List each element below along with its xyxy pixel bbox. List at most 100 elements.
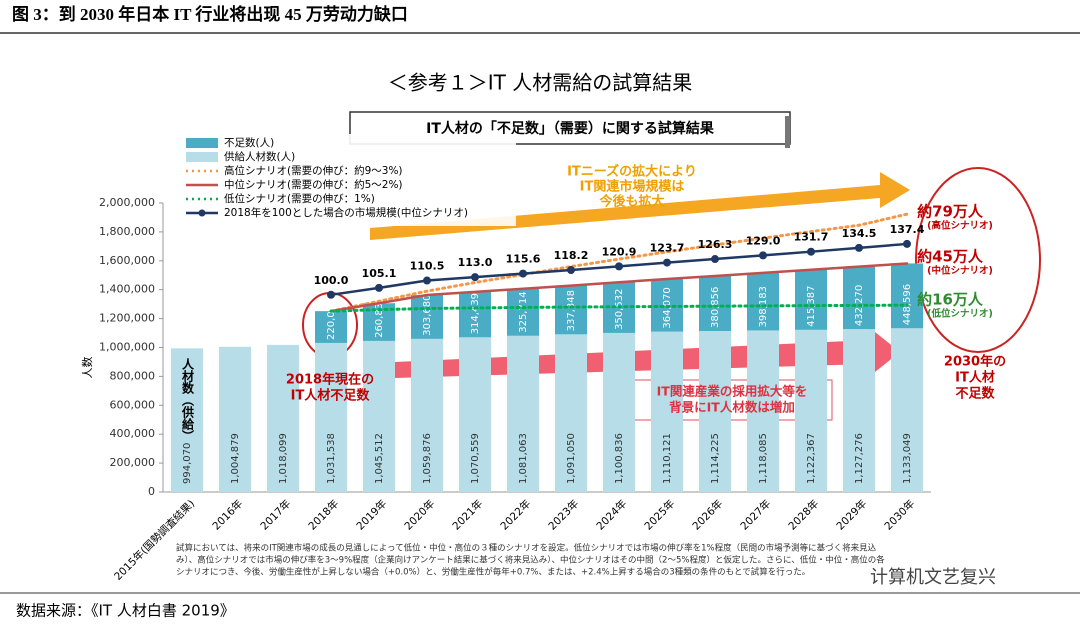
marker — [567, 266, 575, 275]
value-label: 100.0 — [314, 274, 349, 287]
legend-label: 低位シナリオ(需要の伸び：1%) — [224, 192, 375, 205]
bar — [267, 344, 299, 492]
annotation: IT関連産業の採用拡大等を — [657, 384, 808, 399]
value-label: 115.6 — [506, 253, 541, 266]
value-label: 994,070 — [182, 443, 193, 484]
marker — [615, 262, 623, 271]
bar — [747, 330, 779, 492]
annotation: IT人材不足数 — [291, 388, 371, 404]
annotation: ITニーズの拡大により — [567, 164, 697, 180]
y-tick-label: 0 — [148, 485, 155, 498]
x-tick-label: 2018年 — [306, 497, 342, 533]
annotation: 約16万人 — [917, 291, 984, 309]
legend-swatch — [186, 152, 218, 162]
marker — [471, 273, 479, 282]
series-line — [329, 262, 909, 313]
bar — [699, 275, 731, 331]
bar — [843, 266, 875, 330]
legend-box — [178, 134, 516, 226]
bar — [171, 348, 203, 492]
figure-title: 图 3：到 2030 年日本 IT 行业将出现 45 万劳动力缺口 — [12, 4, 408, 24]
value-label: 325,714 — [518, 291, 529, 332]
annotation: 約45万人 — [917, 248, 984, 266]
bar — [507, 288, 539, 336]
value-label: 118.2 — [554, 249, 589, 262]
value-label: 131.7 — [794, 231, 829, 244]
x-tick-label: 2022年 — [498, 497, 534, 533]
annotation: 2030年の — [944, 354, 1006, 370]
legend-label: 供給人材数(人) — [224, 150, 295, 163]
x-tick-label: 2027年 — [738, 497, 774, 533]
value-label: 1,114,225 — [710, 433, 721, 484]
marker — [711, 255, 719, 264]
annotation: IT人材 — [955, 370, 995, 386]
x-tick-label: 2017年 — [258, 497, 294, 533]
annotation: IT関連市場規模は — [580, 179, 685, 195]
y-tick-label: 1,400,000 — [99, 283, 155, 296]
bar — [507, 335, 539, 492]
bar — [411, 294, 443, 339]
bar — [555, 334, 587, 492]
x-tick-label: 2026年 — [690, 497, 726, 533]
legend-swatch — [198, 209, 206, 217]
marker — [855, 243, 863, 252]
value-label: 1,045,512 — [374, 433, 385, 484]
subtitle: ＜参考１＞IT 人材需給の試算結果 — [388, 71, 692, 95]
y-tick-label: 1,200,000 — [99, 312, 155, 325]
value-label: 303,680 — [422, 294, 433, 335]
annotation: 人材数（供給） — [181, 357, 195, 442]
y-tick-label: 600,000 — [110, 398, 156, 411]
value-label: 120.9 — [602, 245, 637, 258]
highlight — [915, 167, 1041, 353]
bar — [459, 291, 491, 338]
value-label: 1,110,121 — [662, 433, 673, 484]
legend-swatch — [186, 138, 218, 148]
value-label: 1,100,836 — [614, 433, 625, 484]
legend-label: 不足数(人) — [224, 136, 274, 149]
y-tick-label: 1,600,000 — [99, 254, 155, 267]
x-tick-label: 2019年 — [354, 497, 390, 533]
bar — [411, 338, 443, 492]
value-label: 1,031,538 — [326, 433, 337, 484]
value-label: 105.1 — [362, 267, 397, 280]
marker — [423, 276, 431, 285]
bar — [315, 342, 347, 492]
bar — [363, 340, 395, 492]
bar — [315, 311, 347, 343]
bar — [891, 328, 923, 492]
annotation: 2018年現在の — [286, 372, 374, 388]
value-label: 134.5 — [842, 227, 877, 240]
bar — [555, 285, 587, 335]
y-axis-label: 人数 — [81, 357, 94, 379]
value-label: 1,122,367 — [806, 433, 817, 484]
value-label: 1,118,085 — [758, 433, 769, 484]
marker — [903, 239, 911, 248]
y-tick-label: 1,000,000 — [99, 341, 155, 354]
value-label: 126.3 — [698, 238, 733, 251]
value-label: 1,004,879 — [230, 433, 241, 484]
value-label: 1,070,559 — [470, 433, 481, 484]
annotation: (中位シナリオ) — [927, 265, 993, 277]
footnote: 試算においては、将来のIT関連市場の成長の見通しによって低位・中位・高位の３種の… — [176, 543, 877, 554]
bar — [891, 263, 923, 329]
legend-label: 2018年を100とした場合の市場規模(中位シナリオ) — [224, 206, 468, 219]
bar — [747, 272, 779, 331]
value-label: 1,127,276 — [854, 433, 865, 484]
value-label: 1,091,050 — [566, 433, 577, 484]
value-label: 337,348 — [566, 290, 577, 331]
y-tick-label: 200,000 — [110, 456, 156, 469]
marker — [663, 258, 671, 267]
value-label: 1,081,063 — [518, 433, 529, 484]
x-tick-label: 2020年 — [402, 497, 438, 533]
box-title: IT人材の「不足数」（需要）に関する試算結果 — [426, 120, 715, 137]
y-tick-label: 800,000 — [110, 369, 156, 382]
legend-label: 中位シナリオ(需要の伸び：約5～2%) — [224, 178, 403, 191]
annotation: 不足数 — [955, 386, 995, 402]
x-tick-label: 2025年 — [642, 497, 678, 533]
bar — [795, 269, 827, 330]
x-tick-label: 2029年 — [834, 497, 870, 533]
footnote: シナリオにつき、今後、労働生産性が上昇しない場合（+0.0%）と、労働生産性が毎… — [176, 567, 810, 578]
x-tick-label: 2030年 — [882, 497, 918, 533]
annotation: (低位シナリオ) — [927, 308, 993, 320]
